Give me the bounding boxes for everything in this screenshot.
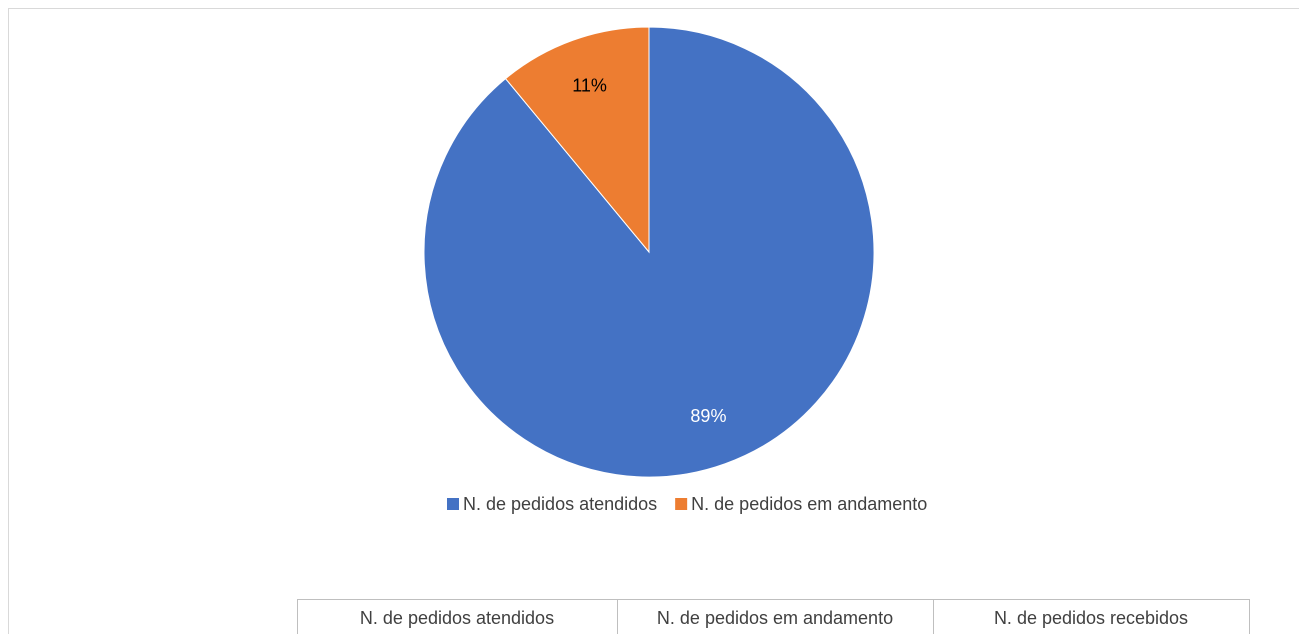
legend-label: N. de pedidos em andamento [691, 494, 927, 514]
pie-slice [504, 26, 650, 254]
table-header-cell: N. de pedidos recebidos [994, 608, 1188, 628]
legend-swatch [675, 498, 688, 510]
legend-label: N. de pedidos atendidos [463, 494, 657, 514]
data-label: 89% [690, 406, 726, 426]
table: N. de pedidos atendidos N. de pedidos em… [297, 599, 1250, 634]
data-label: 11% [572, 76, 607, 96]
table-frame [297, 599, 1250, 634]
table-header-cell: N. de pedidos em andamento [657, 608, 893, 628]
table-header-cell: N. de pedidos atendidos [360, 608, 554, 628]
legend-swatch [447, 498, 459, 510]
